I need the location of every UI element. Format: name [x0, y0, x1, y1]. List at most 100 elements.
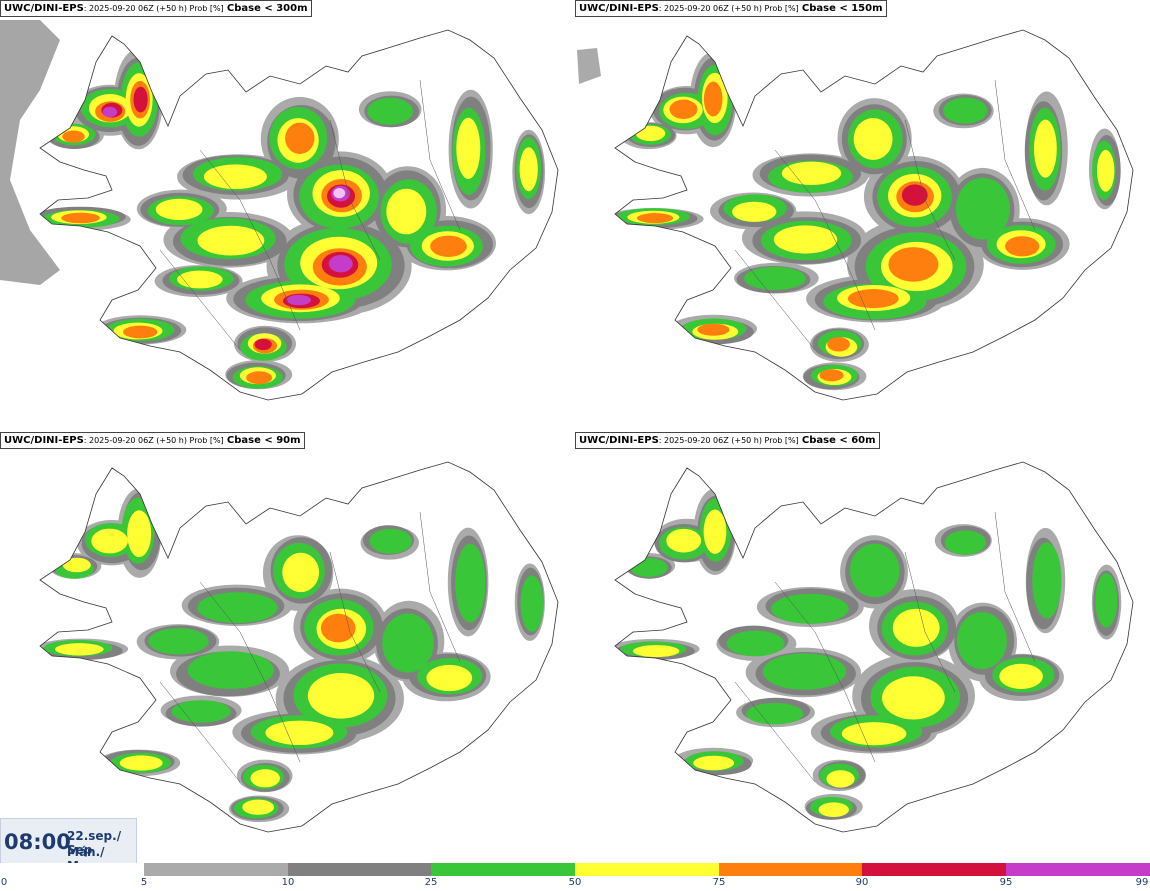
probability-field [40, 48, 546, 390]
probability-contour [955, 177, 1010, 240]
probability-contour [171, 700, 231, 723]
probability-contour [265, 720, 334, 745]
model-source: UWC/DINI-EPS [579, 3, 659, 14]
probability-contour [944, 530, 986, 555]
probability-contour [187, 651, 274, 689]
map-panel-150m: UWC/DINI-EPS: 2025-09-20 06Z (+50 h) Pro… [575, 0, 1150, 432]
region-boundary [419, 511, 461, 663]
panel-title: UWC/DINI-EPS: 2025-09-20 06Z (+50 h) Pro… [575, 432, 880, 449]
iceland-probability-map [0, 20, 559, 401]
probability-contour [726, 630, 785, 657]
region-boundary [734, 681, 816, 783]
probability-contour [697, 323, 730, 336]
probability-contour [246, 371, 272, 385]
probability-contour [827, 337, 850, 352]
probability-contour [841, 722, 907, 746]
map-panel-90m: UWC/DINI-EPS: 2025-09-20 06Z (+50 h) Pro… [0, 432, 575, 864]
probability-contour [367, 97, 413, 125]
probability-contour [148, 628, 209, 655]
region-boundary [199, 581, 301, 763]
cloud-base-threshold: Cbase < 150m [801, 3, 883, 14]
probability-contour [155, 198, 203, 220]
probability-contour [956, 612, 1007, 670]
probability-contour [55, 643, 104, 656]
region-boundary [199, 149, 301, 331]
region-boundary [994, 511, 1036, 663]
region-boundary [904, 551, 956, 693]
probability-color-legend: 0 5 10 25 50 75 90 95 99 [0, 863, 1150, 891]
region-boundary [419, 79, 461, 231]
probability-contour [382, 613, 434, 673]
probability-contour [819, 369, 844, 382]
probability-contour [999, 663, 1043, 689]
probability-contour [1032, 542, 1062, 619]
probability-contour [197, 225, 265, 256]
iceland-probability-map [39, 461, 559, 833]
legend-tick: 99 [1135, 877, 1149, 888]
coastline [614, 461, 1134, 833]
probability-contour [826, 770, 855, 788]
probability-contour [102, 106, 118, 118]
probability-contour [693, 755, 735, 771]
legend-swatch [144, 863, 288, 876]
probability-contour [633, 645, 680, 658]
probability-contour [328, 255, 353, 273]
legend-swatch [288, 863, 431, 876]
probability-contour [282, 552, 320, 593]
legend-swatch [719, 863, 862, 876]
probability-contour [818, 802, 849, 817]
probability-contour [62, 557, 91, 573]
cloud-base-threshold: Cbase < 60m [801, 435, 876, 446]
probability-contour [901, 184, 928, 206]
legend-tick: 25 [424, 877, 438, 888]
probability-contour [732, 201, 777, 222]
probability-contour [1034, 119, 1057, 178]
probability-contour [456, 117, 481, 179]
model-source: UWC/DINI-EPS [4, 3, 84, 14]
probability-contour [781, 161, 842, 185]
legend-tick: 90 [855, 877, 869, 888]
legend-swatch [575, 863, 719, 876]
probability-contour [882, 676, 945, 720]
legend-tick: 95 [999, 877, 1013, 888]
probability-contour [285, 122, 315, 154]
probability-contour [320, 613, 356, 643]
iceland-probability-map [614, 461, 1134, 833]
probability-contour [254, 338, 272, 351]
legend-swatch [431, 863, 575, 876]
probability-contour [250, 769, 280, 788]
probability-contour [1005, 236, 1040, 257]
coastline [39, 461, 559, 833]
model-source: UWC/DINI-EPS [4, 435, 84, 446]
valid-date: 22.sep./ Sep [67, 829, 122, 857]
region-boundary [159, 681, 241, 783]
region-boundary [994, 79, 1036, 231]
probability-contour [127, 510, 152, 558]
probability-contour [849, 543, 900, 598]
probability-contour [666, 528, 702, 553]
probability-contour [630, 558, 668, 577]
probability-contour [746, 702, 804, 725]
probability-contour [703, 509, 727, 554]
probability-contour [888, 247, 939, 282]
probability-contour [520, 575, 544, 632]
map-panel-300m: UWC/DINI-EPS: 2025-09-20 06Z (+50 h) Pro… [0, 0, 575, 432]
probability-contour [892, 608, 940, 647]
probability-contour [119, 755, 163, 771]
probability-contour [386, 188, 427, 235]
run-info: : 2025-09-20 06Z (+50 h) Prob [%] [658, 4, 799, 13]
run-info: : 2025-09-20 06Z (+50 h) Prob [%] [658, 436, 799, 445]
legend-swatch [862, 863, 1006, 876]
panel-title: UWC/DINI-EPS: 2025-09-20 06Z (+50 h) Pro… [575, 0, 887, 17]
legend-tick: 5 [140, 877, 148, 888]
legend-swatch [1006, 863, 1150, 876]
probability-contour [123, 325, 158, 339]
probability-contour [853, 118, 893, 160]
probability-contour [744, 266, 806, 290]
coastline [39, 29, 559, 401]
region-boundary [329, 119, 381, 261]
run-info: : 2025-09-20 06Z (+50 h) Prob [%] [83, 436, 224, 445]
region-boundary [904, 119, 956, 261]
probability-contour [762, 653, 847, 690]
probability-contour [307, 673, 375, 719]
